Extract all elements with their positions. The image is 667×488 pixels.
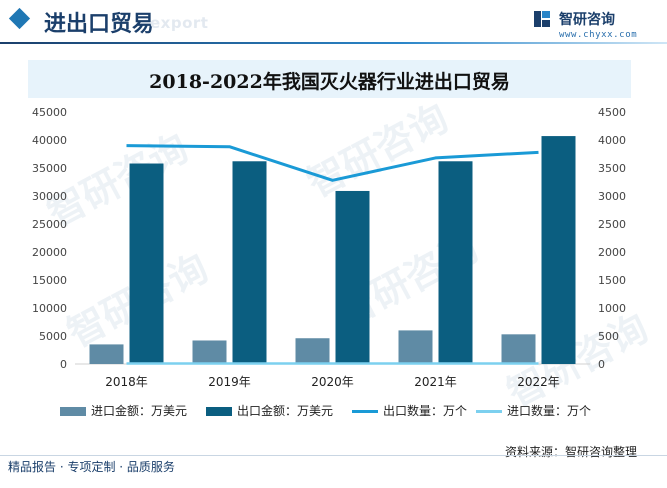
y-right-tick-label: 4500: [598, 106, 626, 119]
y-right-tick-label: 2500: [598, 218, 626, 231]
legend-label: 出口数量：万个: [383, 404, 468, 418]
bar-export-amount: [335, 190, 370, 364]
y-left-tick-label: 0: [60, 358, 67, 371]
legend-label: 出口金额：万美元: [237, 404, 334, 418]
y-left-tick-label: 45000: [32, 106, 67, 119]
brand-url: www.chyxx.com: [559, 30, 638, 40]
y-right-tick-label: 4000: [598, 134, 626, 147]
y-right-tick-label: 1000: [598, 302, 626, 315]
x-category-label: 2018年: [105, 375, 148, 389]
y-left-tick-label: 30000: [32, 190, 67, 203]
footer-tagline: 精品报告 · 专项定制 · 品质服务: [8, 460, 175, 474]
y-right-tick-label: 0: [598, 358, 605, 371]
y-left-tick-label: 40000: [32, 134, 67, 147]
bar-export-amount: [232, 161, 267, 364]
bar-export-amount: [541, 136, 576, 364]
legend-swatch: [476, 410, 502, 413]
diamond-icon: [8, 7, 31, 30]
footer-divider: [0, 455, 667, 456]
bar-import-amount: [192, 340, 227, 364]
y-left-tick-label: 25000: [32, 218, 67, 231]
chart-canvas: 0500010000150002000025000300003500040000…: [32, 106, 626, 389]
y-left-tick-label: 10000: [32, 302, 67, 315]
y-left-tick-label: 35000: [32, 162, 67, 175]
line-export-qty: [126, 144, 539, 182]
bar-export-amount: [438, 161, 473, 364]
bar-import-amount: [89, 344, 124, 364]
y-left-tick-label: 15000: [32, 274, 67, 287]
y-right-tick-label: 3500: [598, 162, 626, 175]
y-right-tick-label: 2000: [598, 246, 626, 259]
brand-name: 智研咨询: [559, 12, 615, 28]
legend-swatch: [206, 407, 232, 416]
chart-title-band: 2018-2022年我国灭火器行业进出口贸易: [28, 60, 631, 98]
chyxx-logo-icon: [534, 11, 550, 27]
brand-block[interactable]: 智研咨询 www.chyxx.com: [511, 8, 641, 42]
legend-label: 进口数量：万个: [507, 404, 592, 418]
page-title: 进出口贸易: [44, 12, 155, 37]
legend-label: 进口金额：万美元: [91, 404, 188, 418]
y-right-tick-label: 500: [598, 330, 619, 343]
y-right-tick-label: 3000: [598, 190, 626, 203]
legend-swatch: [352, 410, 378, 413]
x-category-label: 2019年: [208, 375, 251, 389]
y-left-tick-label: 5000: [39, 330, 67, 343]
legend-swatch: [60, 407, 86, 416]
header-divider: [0, 42, 667, 44]
chart-title: 2018-2022年我国灭火器行业进出口贸易: [149, 71, 510, 93]
page-header: 进出口贸易 export 智研咨询 www.chyxx.com: [0, 0, 667, 42]
y-left-tick-label: 20000: [32, 246, 67, 259]
bar-import-amount: [295, 338, 330, 364]
bar-export-amount: [129, 163, 164, 364]
bar-import-amount: [398, 330, 433, 364]
bar-import-amount: [501, 334, 536, 364]
x-category-label: 2022年: [517, 375, 560, 389]
header-ghost-text: export: [150, 14, 209, 32]
x-category-label: 2020年: [311, 375, 354, 389]
source-note: 资料来源：智研咨询整理: [505, 445, 638, 459]
x-category-label: 2021年: [414, 375, 457, 389]
y-right-tick-label: 1500: [598, 274, 626, 287]
